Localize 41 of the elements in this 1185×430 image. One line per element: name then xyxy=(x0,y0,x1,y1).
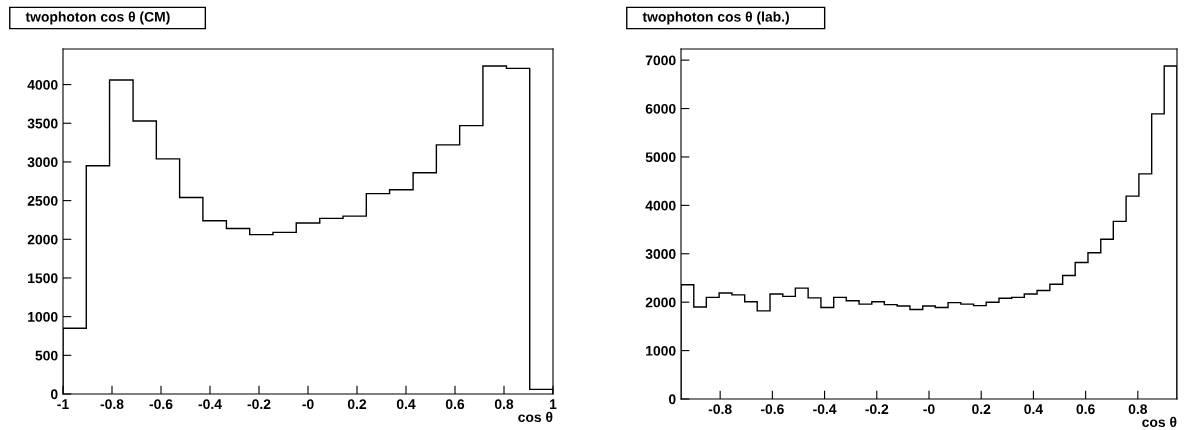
y-tick-label: 5000 xyxy=(645,152,676,163)
x-tick-label: -0.8 xyxy=(708,404,732,415)
y-tick-label: 0 xyxy=(50,389,58,400)
chart-title: twophoton cos θ (lab.) xyxy=(642,11,789,25)
x-tick-label: -0.6 xyxy=(149,399,173,410)
x-tick-label: 0.4 xyxy=(1024,404,1043,415)
x-tick-label: -0 xyxy=(302,399,314,410)
y-tick-label: 4000 xyxy=(645,200,676,211)
y-tick-label: 3000 xyxy=(645,249,676,259)
x-tick-label: 0.8 xyxy=(1128,404,1148,415)
x-tick-label: -0.8 xyxy=(100,399,124,410)
x-tick-label: 0.6 xyxy=(445,399,465,410)
y-tick-label: 2000 xyxy=(645,297,676,308)
y-tick-label: 3000 xyxy=(27,157,58,168)
x-axis-title: cos θ xyxy=(518,411,553,423)
x-tick-label: -0.4 xyxy=(198,399,222,410)
x-tick-label: -0.2 xyxy=(865,404,889,415)
y-tick-label: 500 xyxy=(35,350,58,361)
x-tick-label: 1 xyxy=(550,399,557,409)
x-tick-label: -0 xyxy=(923,404,935,415)
y-tick-label: 6000 xyxy=(645,103,676,114)
x-tick-label: -0.4 xyxy=(813,404,837,415)
y-tick-label: 4000 xyxy=(27,79,58,90)
x-tick-label: -1 xyxy=(57,399,69,409)
x-tick-label: 0.4 xyxy=(396,399,416,410)
x-tick-label: -0.2 xyxy=(247,399,271,410)
x-tick-label: 0.6 xyxy=(1076,404,1095,415)
x-tick-label: 0.2 xyxy=(972,404,991,415)
chart-title: twophoton cos θ (CM) xyxy=(25,11,170,25)
y-tick-label: 1000 xyxy=(28,311,58,322)
y-tick-label: 2000 xyxy=(27,234,58,245)
x-tick-label: -0.6 xyxy=(760,404,784,415)
x-tick-label: 0.2 xyxy=(347,399,367,410)
y-tick-label: 1000 xyxy=(646,345,676,356)
y-tick-label: 7000 xyxy=(645,55,676,66)
y-tick-label: 1500 xyxy=(28,273,58,284)
y-tick-label: 0 xyxy=(668,394,676,405)
y-tick-label: 2500 xyxy=(27,195,58,206)
x-tick-label: 0.8 xyxy=(494,399,514,410)
y-tick-label: 3500 xyxy=(27,118,58,129)
x-axis-title: cos θ xyxy=(1142,416,1177,428)
